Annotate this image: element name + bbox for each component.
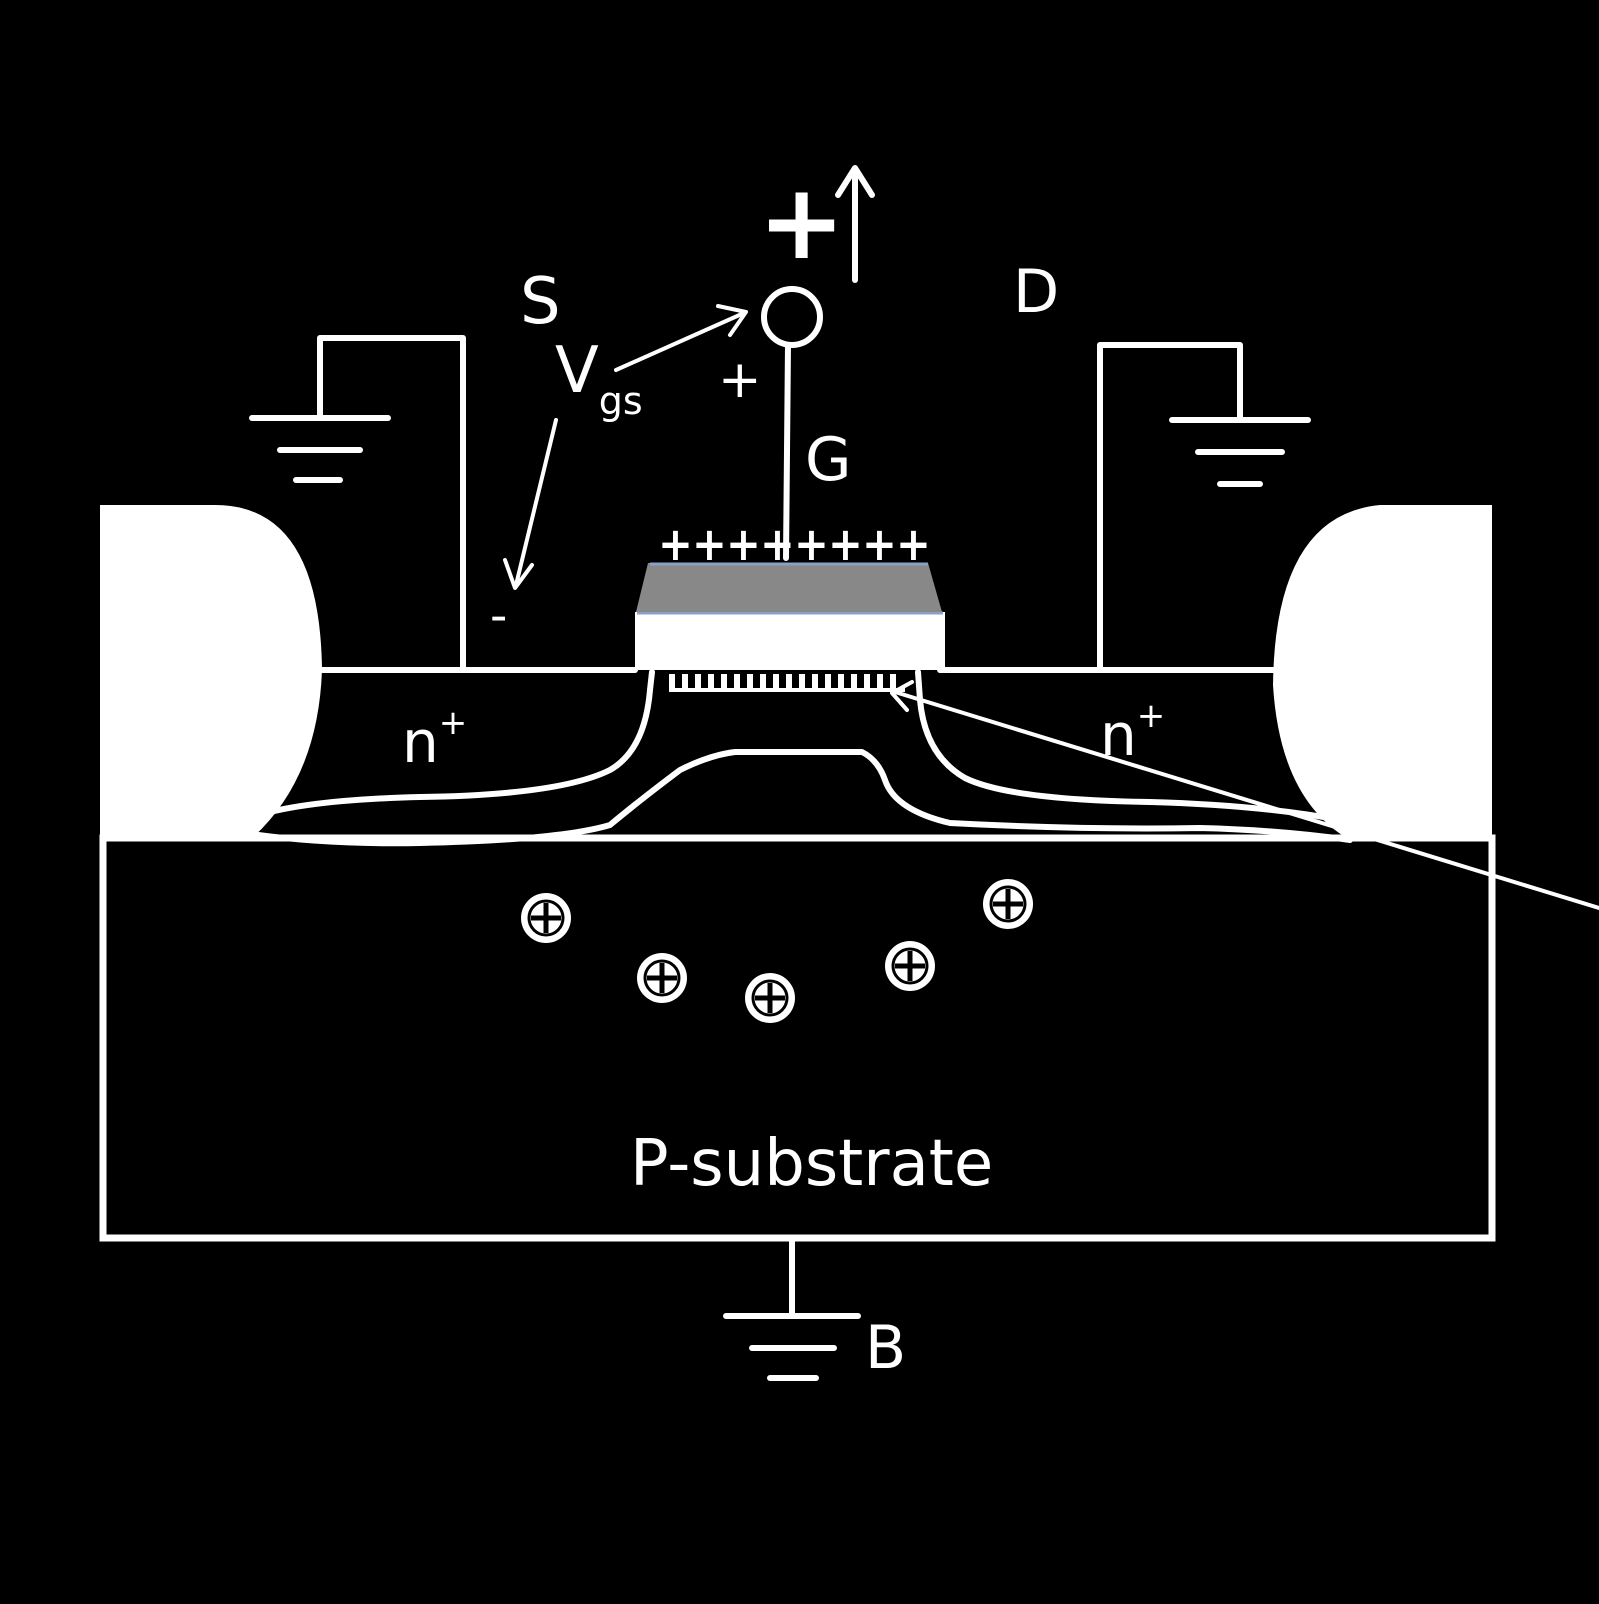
n-plus-right-boundary	[915, 669, 1343, 823]
drain-label: D	[1013, 257, 1059, 327]
depletion-boundary	[235, 749, 1353, 847]
vgs-arrow-to-source	[503, 418, 558, 590]
vgs-arrow-to-gate	[614, 304, 748, 372]
source-label: S	[520, 265, 561, 339]
substrate-outline	[99, 834, 1496, 1242]
ion-icon	[637, 953, 687, 1003]
field-oxide-left	[100, 505, 322, 840]
substrate-label: P-substrate	[630, 1127, 993, 1201]
body-label: B	[865, 1313, 906, 1383]
gate-oxide	[635, 612, 945, 670]
n-plus-right-sup: +	[1137, 696, 1166, 736]
channel-pointer-arrow	[890, 680, 1599, 910]
vgs-plus-sign: +	[718, 350, 762, 410]
vgs-subscript: gs	[599, 379, 643, 423]
body-ground-icon	[723, 1235, 861, 1381]
ion-icon	[885, 941, 935, 991]
vgs-label: Vgs	[555, 334, 643, 423]
gate-label: G	[805, 425, 852, 495]
increase-arrow-icon	[835, 165, 875, 283]
n-plus-left-label: n+	[402, 703, 467, 776]
drain-ground-icon	[1097, 342, 1311, 673]
vgs-minus-sign: -	[490, 588, 507, 644]
n-plus-left-sup: +	[439, 703, 468, 743]
ion-icon	[745, 973, 795, 1023]
substrate-ions	[521, 879, 1033, 1023]
ion-icon	[983, 879, 1033, 929]
source-ground-icon	[249, 335, 466, 673]
n-plus-left-main: n	[402, 708, 439, 776]
gate-big-plus: +	[758, 161, 845, 283]
ion-icon	[521, 893, 571, 943]
gate-terminal-circle[interactable]	[761, 286, 823, 348]
channel-electrons	[669, 674, 905, 692]
field-oxide-right	[1273, 505, 1492, 840]
gate-charges: ++++++++	[658, 517, 930, 571]
n-plus-left-boundary	[247, 669, 655, 821]
vgs-main: V	[555, 334, 599, 408]
gate-metal	[636, 563, 942, 612]
gate-lead	[783, 342, 791, 561]
